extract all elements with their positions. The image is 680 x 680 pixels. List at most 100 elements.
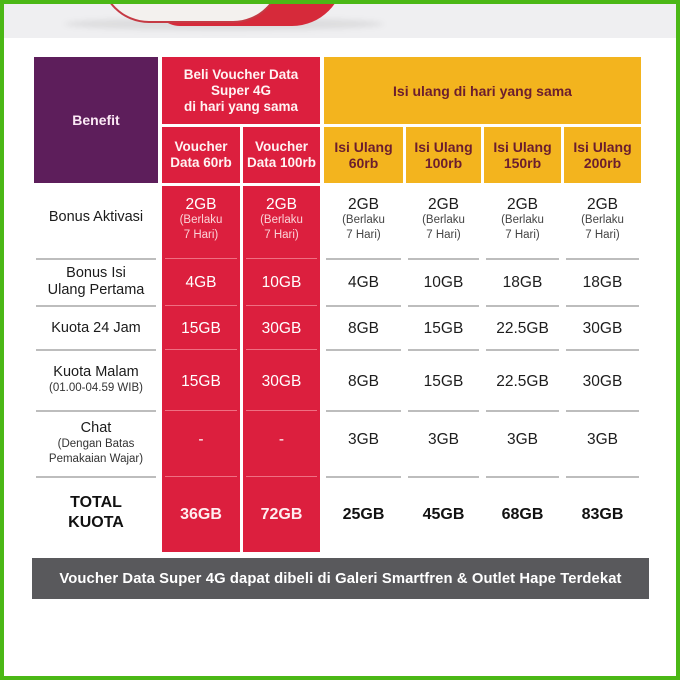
table-cell-total: 68GB	[484, 479, 561, 549]
row-label-text: Bonus Isi	[66, 265, 126, 281]
voucher-group-line1: Beli Voucher Data	[183, 66, 299, 82]
column-header-line2: Data 100rb	[246, 155, 317, 170]
cell-value: 8GB	[347, 319, 379, 337]
table-cell: 2GB (Berlaku 7 Hari)	[406, 196, 481, 256]
column-header-voucher-100rb: Voucher Data 100rb	[243, 127, 320, 183]
column-header-line2: 100rb	[424, 155, 463, 171]
cell-value: 36GB	[180, 505, 222, 523]
cell-value: 3GB	[586, 430, 618, 448]
column-header-line1: Isi Ulang	[493, 139, 552, 155]
cell-value: 15GB	[181, 372, 221, 390]
cell-note: 7 Hari)	[426, 229, 461, 241]
table-cell: 18GB	[484, 260, 561, 304]
column-header-line2: Data 60rb	[170, 155, 232, 170]
table-cell: 30GB	[564, 307, 641, 349]
cell-note: 7 Hari)	[585, 229, 620, 241]
cell-value: 25GB	[342, 505, 385, 523]
cell-value: 10GB	[423, 273, 464, 291]
table-cell: 8GB	[324, 352, 403, 410]
table-cell: 15GB	[162, 307, 240, 349]
cell-value: 2GB	[586, 196, 618, 213]
row-divider	[246, 349, 317, 350]
row-divider	[246, 476, 317, 477]
row-label-text: Bonus Aktivasi	[48, 208, 144, 225]
column-header-line2: 200rb	[583, 155, 622, 171]
cell-value: 15GB	[423, 372, 464, 390]
cell-value: 68GB	[501, 505, 544, 523]
row-label-text: Kuota 24 Jam	[51, 319, 141, 336]
table-cell: 30GB	[243, 307, 320, 349]
cell-value: 22.5GB	[496, 372, 549, 390]
voucher-100rb-column-bg	[243, 186, 320, 552]
row-divider	[326, 305, 401, 307]
row-divider	[486, 476, 559, 478]
cell-value: 15GB	[423, 319, 464, 337]
row-divider	[566, 349, 639, 351]
cell-value: 15GB	[181, 319, 221, 337]
isi-ulang-group-label: Isi ulang di hari yang sama	[393, 82, 572, 99]
row-divider	[408, 410, 479, 412]
row-divider	[36, 349, 156, 351]
table-cell: 15GB	[162, 352, 240, 410]
cell-value: 18GB	[582, 273, 623, 291]
table-cell: 3GB	[484, 413, 561, 465]
cell-value: 22.5GB	[496, 319, 549, 337]
row-label-subtext: (Dengan Batas	[57, 437, 135, 450]
table-cell: 22.5GB	[484, 307, 561, 349]
table-cell: 3GB	[324, 413, 403, 465]
cell-value: 72GB	[260, 505, 303, 523]
footer-note-bar: Voucher Data Super 4G dapat dibeli di Ga…	[32, 558, 649, 599]
cell-value: 3GB	[347, 430, 379, 448]
row-divider	[36, 305, 156, 307]
table-cell: 8GB	[324, 307, 403, 349]
column-header-line1: Voucher	[254, 139, 308, 154]
row-divider	[326, 410, 401, 412]
row-divider	[566, 410, 639, 412]
cell-note: 7 Hari)	[264, 229, 299, 241]
row-divider	[165, 410, 237, 411]
row-divider	[165, 349, 237, 350]
cell-value: 10GB	[261, 273, 302, 291]
table-cell: 2GB (Berlaku 7 Hari)	[162, 196, 240, 256]
table-cell: 15GB	[406, 307, 481, 349]
column-header-isi-ulang-200rb: Isi Ulang 200rb	[564, 127, 641, 183]
row-divider	[246, 410, 317, 411]
row-divider	[408, 476, 479, 478]
row-divider	[165, 258, 237, 259]
table-cell: 22.5GB	[484, 352, 561, 410]
cell-value: 4GB	[185, 273, 217, 291]
row-divider	[566, 476, 639, 478]
voucher-group-header: Beli Voucher Data Super 4G di hari yang …	[162, 57, 320, 124]
column-header-line1: Isi Ulang	[573, 139, 632, 155]
table-cell: -	[243, 413, 320, 465]
top-banner	[4, 4, 676, 38]
column-header-line1: Voucher	[174, 139, 228, 154]
table-cell: 30GB	[564, 352, 641, 410]
table-cell: 15GB	[406, 352, 481, 410]
cell-value: -	[278, 430, 285, 448]
cell-value: 30GB	[261, 372, 302, 390]
row-label-text: Ulang Pertama	[47, 282, 145, 298]
row-label-bonus-isi-ulang-pertama: Bonus Isi Ulang Pertama	[34, 260, 158, 304]
table-cell: 30GB	[243, 352, 320, 410]
column-header-isi-ulang-60rb: Isi Ulang 60rb	[324, 127, 403, 183]
table-cell: 18GB	[564, 260, 641, 304]
cell-value: 83GB	[581, 505, 624, 523]
row-divider	[246, 258, 317, 259]
cell-note: (Berlaku	[260, 214, 303, 226]
row-divider	[486, 410, 559, 412]
column-header-line2: 150rb	[503, 155, 542, 171]
row-divider	[36, 258, 156, 260]
row-divider	[566, 305, 639, 307]
cell-value: 4GB	[347, 273, 379, 291]
row-divider	[486, 305, 559, 307]
cell-note: 7 Hari)	[505, 229, 540, 241]
table-cell: 2GB (Berlaku 7 Hari)	[324, 196, 403, 256]
table-cell: 3GB	[406, 413, 481, 465]
cell-note: (Berlaku	[422, 214, 465, 226]
cell-value: 3GB	[427, 430, 459, 448]
row-divider	[566, 258, 639, 260]
table-cell: -	[162, 413, 240, 465]
isi-ulang-group-header: Isi ulang di hari yang sama	[324, 57, 641, 124]
cell-value: 2GB	[347, 196, 379, 213]
